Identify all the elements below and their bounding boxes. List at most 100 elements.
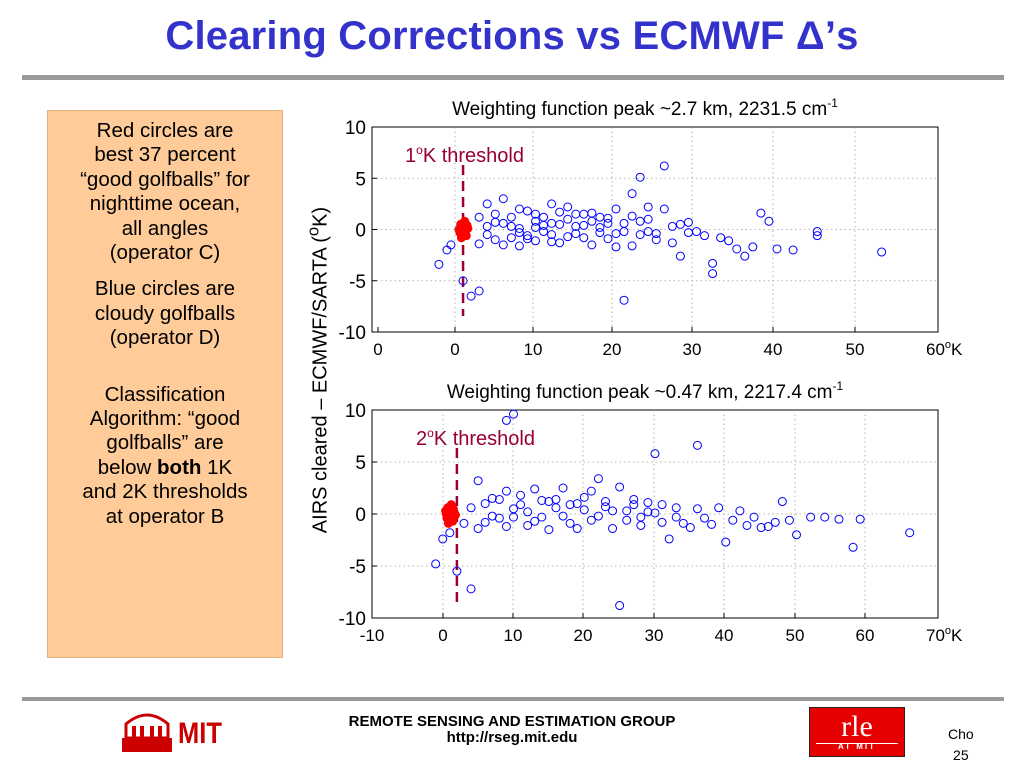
blue-data-point <box>593 474 603 484</box>
blue-data-point <box>595 222 605 232</box>
rle-logo-rule <box>816 743 898 744</box>
blue-data-point <box>603 213 613 223</box>
blue-data-point <box>622 506 632 516</box>
blue-data-point <box>629 494 639 504</box>
blue-data-point <box>539 212 549 222</box>
blue-data-point <box>855 514 865 524</box>
blue-data-point <box>466 503 476 513</box>
blue-data-point <box>531 236 540 246</box>
blue-data-point <box>671 503 681 513</box>
blue-data-point <box>627 211 637 221</box>
x-tick-label: 50 <box>786 626 805 645</box>
x-tick-label: 10 <box>524 340 543 359</box>
blue-data-point <box>685 523 695 533</box>
x-tick-label: 50 <box>846 340 865 359</box>
blue-data-point <box>678 518 688 528</box>
notes-line: at operator B <box>105 504 225 528</box>
blue-data-point <box>667 238 677 248</box>
notes-line: golfballs” are <box>106 431 224 455</box>
blue-data-point <box>501 521 511 531</box>
blue-data-point <box>473 476 483 486</box>
blue-data-point <box>563 232 573 242</box>
mit-logo: MIT <box>118 708 248 758</box>
threshold-label-sup: o <box>427 426 434 440</box>
red-data-point <box>441 506 451 516</box>
blue-data-point <box>611 242 621 252</box>
blue-data-point <box>482 221 492 231</box>
notes-paragraph-red: Red circles are best 37 percent “good go… <box>54 119 276 265</box>
blue-data-point <box>777 497 787 507</box>
blue-data-point <box>506 233 516 243</box>
blue-data-point <box>812 231 822 241</box>
plot-frame <box>371 409 939 619</box>
x-tick-label: 20 <box>603 340 622 359</box>
notes-line: cloudy golfballs <box>94 301 236 325</box>
slide-corner: Cho 25 <box>948 724 974 766</box>
blue-data-point <box>547 199 557 209</box>
blue-data-point <box>531 209 540 219</box>
y-tick-label: -5 <box>349 557 366 578</box>
notes-emphasis: both <box>157 455 202 479</box>
notes-paragraph-classification: Classification Algorithm: “good golfball… <box>54 383 276 529</box>
blue-data-point <box>764 216 774 226</box>
x-tick-label: 60oK <box>926 339 963 359</box>
blue-data-point <box>466 291 476 301</box>
blue-data-point <box>522 206 532 216</box>
notes-line: Classification <box>104 382 226 406</box>
blue-data-point <box>558 483 568 493</box>
x-unit-end: K <box>951 340 963 359</box>
blue-data-point <box>749 512 759 522</box>
y-tick-label: -5 <box>349 272 366 293</box>
blue-data-point <box>608 506 618 516</box>
blue-data-point <box>708 258 718 268</box>
blue-data-point <box>587 208 597 218</box>
blue-data-point <box>501 415 511 425</box>
blue-data-point <box>586 515 596 525</box>
blue-data-point <box>494 494 504 504</box>
blue-data-point <box>627 241 637 251</box>
blue-data-point <box>732 244 742 254</box>
footer-group-name: REMOTE SENSING AND ESTIMATION GROUP <box>348 713 676 730</box>
blue-data-point <box>434 259 444 269</box>
blue-data-point <box>622 515 632 525</box>
blue-data-point <box>683 217 693 227</box>
blue-data-point <box>579 233 589 243</box>
blue-data-point <box>586 486 596 496</box>
notes-paragraph-blue: Blue circles are cloudy golfballs (opera… <box>54 277 276 350</box>
blue-data-point <box>563 202 573 212</box>
chart-title: Weighting function peak ~2.7 km, 2231.5 … <box>452 96 838 120</box>
blue-data-point <box>459 518 469 528</box>
blue-data-point <box>636 512 646 522</box>
blue-data-point <box>650 508 660 518</box>
blue-data-point <box>523 520 533 530</box>
blue-data-point <box>446 240 456 250</box>
notes-line: and 2K thresholds <box>82 480 248 504</box>
author-label: Cho <box>948 726 974 742</box>
blue-data-point <box>643 202 653 212</box>
blue-data-point <box>635 172 645 182</box>
blue-data-point <box>480 499 490 509</box>
footer-divider <box>22 697 1004 701</box>
blue-data-point <box>905 528 915 538</box>
blue-data-point <box>572 499 582 509</box>
blue-data-point <box>671 512 681 522</box>
blue-data-point <box>756 208 766 218</box>
blue-data-point <box>603 218 613 228</box>
blue-data-point <box>565 518 575 528</box>
blue-data-point <box>487 493 497 503</box>
blue-data-point <box>506 212 516 222</box>
red-data-point <box>450 510 460 520</box>
blue-data-point <box>615 482 625 492</box>
blue-data-point <box>692 440 702 450</box>
blue-data-point <box>600 497 610 507</box>
notes-line: all angles <box>121 216 209 240</box>
blue-data-point <box>806 512 816 522</box>
x-unit-sup: o <box>945 625 951 637</box>
blue-data-point <box>692 504 702 514</box>
notes-line: Red circles are <box>96 119 234 142</box>
blue-data-point <box>716 233 726 243</box>
blue-data-point <box>643 507 653 517</box>
blue-data-point <box>619 295 629 305</box>
